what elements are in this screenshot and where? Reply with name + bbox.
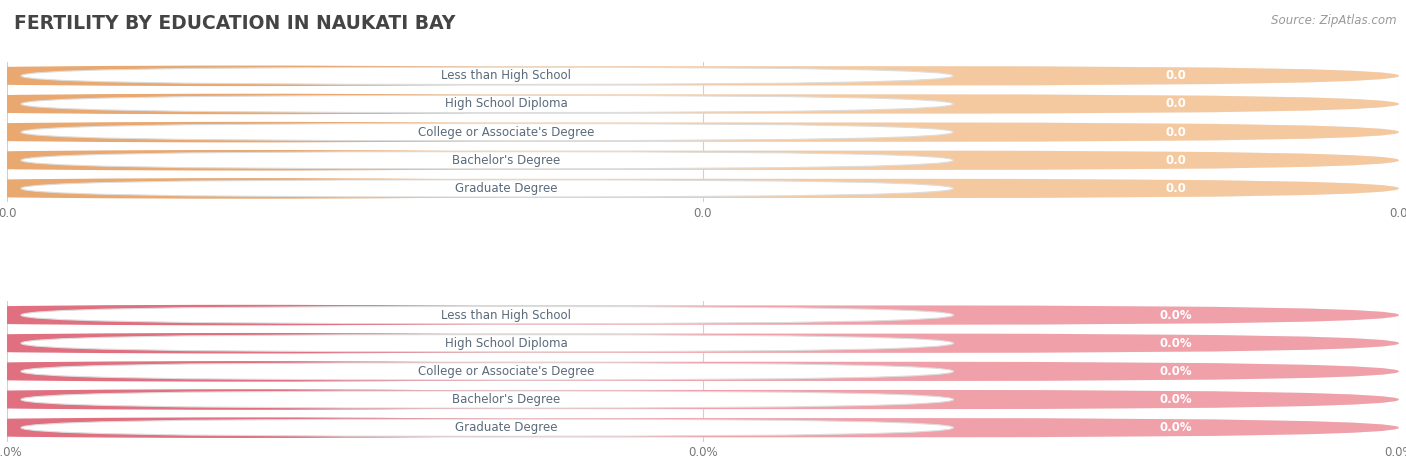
FancyBboxPatch shape: [7, 418, 1399, 437]
Text: 0.0: 0.0: [1166, 154, 1187, 167]
FancyBboxPatch shape: [7, 179, 1399, 198]
Text: Bachelor's Degree: Bachelor's Degree: [451, 393, 560, 406]
Text: Bachelor's Degree: Bachelor's Degree: [451, 154, 560, 167]
FancyBboxPatch shape: [21, 391, 953, 408]
Text: 0.0: 0.0: [1166, 69, 1187, 82]
FancyBboxPatch shape: [21, 152, 953, 169]
FancyBboxPatch shape: [7, 362, 1399, 381]
FancyBboxPatch shape: [21, 306, 953, 323]
Text: 0.0: 0.0: [1166, 125, 1187, 139]
FancyBboxPatch shape: [7, 362, 1399, 381]
Circle shape: [0, 123, 717, 142]
Text: Less than High School: Less than High School: [441, 69, 571, 82]
Circle shape: [0, 362, 717, 381]
FancyBboxPatch shape: [7, 95, 1399, 114]
Text: College or Associate's Degree: College or Associate's Degree: [418, 125, 595, 139]
Text: 0.0%: 0.0%: [1160, 393, 1192, 406]
FancyBboxPatch shape: [21, 419, 953, 436]
Text: Graduate Degree: Graduate Degree: [454, 182, 557, 195]
Text: 0.0%: 0.0%: [1160, 337, 1192, 350]
Text: College or Associate's Degree: College or Associate's Degree: [418, 365, 595, 378]
Text: Graduate Degree: Graduate Degree: [454, 421, 557, 434]
Text: 0.0%: 0.0%: [1160, 421, 1192, 434]
Text: Less than High School: Less than High School: [441, 309, 571, 322]
Circle shape: [0, 305, 717, 324]
FancyBboxPatch shape: [7, 95, 1399, 114]
FancyBboxPatch shape: [7, 390, 1399, 409]
Text: FERTILITY BY EDUCATION IN NAUKATI BAY: FERTILITY BY EDUCATION IN NAUKATI BAY: [14, 14, 456, 33]
Text: 0.0%: 0.0%: [1160, 309, 1192, 322]
FancyBboxPatch shape: [21, 124, 953, 141]
Text: 0.0: 0.0: [1166, 182, 1187, 195]
FancyBboxPatch shape: [7, 151, 1399, 170]
Text: High School Diploma: High School Diploma: [444, 97, 567, 111]
Text: 0.0: 0.0: [1166, 97, 1187, 111]
FancyBboxPatch shape: [21, 335, 953, 352]
Text: Source: ZipAtlas.com: Source: ZipAtlas.com: [1271, 14, 1396, 27]
Circle shape: [0, 66, 717, 86]
Circle shape: [0, 390, 717, 409]
FancyBboxPatch shape: [7, 123, 1399, 142]
FancyBboxPatch shape: [21, 363, 953, 380]
FancyBboxPatch shape: [7, 305, 1399, 324]
Text: High School Diploma: High School Diploma: [444, 337, 567, 350]
FancyBboxPatch shape: [7, 418, 1399, 437]
FancyBboxPatch shape: [7, 179, 1399, 198]
Circle shape: [0, 179, 717, 198]
FancyBboxPatch shape: [7, 390, 1399, 409]
FancyBboxPatch shape: [7, 333, 1399, 353]
FancyBboxPatch shape: [7, 66, 1399, 86]
Circle shape: [0, 333, 717, 353]
FancyBboxPatch shape: [21, 95, 953, 113]
FancyBboxPatch shape: [7, 123, 1399, 142]
Text: 0.0%: 0.0%: [1160, 365, 1192, 378]
Circle shape: [0, 151, 717, 170]
FancyBboxPatch shape: [7, 333, 1399, 353]
Circle shape: [0, 418, 717, 437]
Circle shape: [0, 95, 717, 114]
FancyBboxPatch shape: [7, 305, 1399, 324]
FancyBboxPatch shape: [21, 67, 953, 85]
FancyBboxPatch shape: [21, 180, 953, 197]
FancyBboxPatch shape: [7, 66, 1399, 86]
FancyBboxPatch shape: [7, 151, 1399, 170]
